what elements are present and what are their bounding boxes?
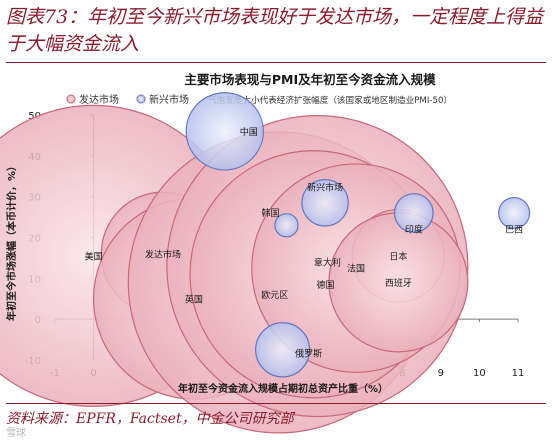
bubble-label: 新兴市场 xyxy=(307,181,343,193)
bubble-emerging xyxy=(301,179,349,227)
figure-title: 图表73：年初至今新兴市场表现好于发达市场，一定程度上得益于大幅资金流入 xyxy=(6,6,544,55)
bubble-emerging xyxy=(255,322,311,378)
bubble-label: 发达市场 xyxy=(145,248,181,260)
source-rule xyxy=(6,403,546,404)
bubble-label: 德国 xyxy=(317,279,335,291)
bubble-label: 巴西 xyxy=(505,225,523,236)
source-note: 资料来源：EPFR，Factset，中金公司研究部 xyxy=(6,411,294,427)
bubble-label: 中国 xyxy=(240,126,258,138)
chart-title: 主要市场表现与PMI及年初至今资金流入规模 xyxy=(184,72,436,87)
bubble-emerging xyxy=(185,92,264,171)
legend-label-emerging: 新兴市场 xyxy=(149,93,189,106)
bubble-label: 印度 xyxy=(405,224,423,236)
bubble-emerging xyxy=(393,193,434,233)
bubble-emerging xyxy=(274,213,299,238)
y-tick-label: 50 xyxy=(28,111,41,122)
bubble-label: 意大利 xyxy=(314,257,341,269)
bubble-label: 英国 xyxy=(185,293,203,305)
bubble-label: 韩国 xyxy=(261,207,279,219)
legend-note: 气泡宽度大小代表经济扩张幅度（该国家或地区制造业PMI-50） xyxy=(208,94,452,106)
y-axis-label: 年初至今市场涨幅（本币计价，%） xyxy=(5,161,18,321)
bubble-label: 欧元区 xyxy=(261,289,288,301)
bubble-label: 俄罗斯 xyxy=(295,347,322,359)
bubble-emerging xyxy=(498,196,531,230)
legend: 发达市场 新兴市场 气泡宽度大小代表经济扩张幅度（该国家或地区制造业PMI-50… xyxy=(66,93,452,106)
x-tick-label: 10 xyxy=(473,368,486,379)
legend-label-developed: 发达市场 xyxy=(79,93,119,106)
watermark: 雪球 xyxy=(6,428,26,439)
bubble-label: 日本 xyxy=(389,250,407,262)
legend-swatch-developed xyxy=(66,94,76,104)
bubble-label: 美国 xyxy=(85,250,103,262)
x-axis-label: 年初至今资金流入规模占期初总资产比重（%） xyxy=(178,382,388,395)
x-tick-label: 9 xyxy=(438,368,444,379)
bubble-label: 西班牙 xyxy=(385,277,412,289)
x-tick-label: 11 xyxy=(512,368,525,379)
legend-swatch-emerging xyxy=(136,94,146,104)
bubble-label: 法国 xyxy=(347,263,365,275)
title-rule xyxy=(6,62,546,63)
